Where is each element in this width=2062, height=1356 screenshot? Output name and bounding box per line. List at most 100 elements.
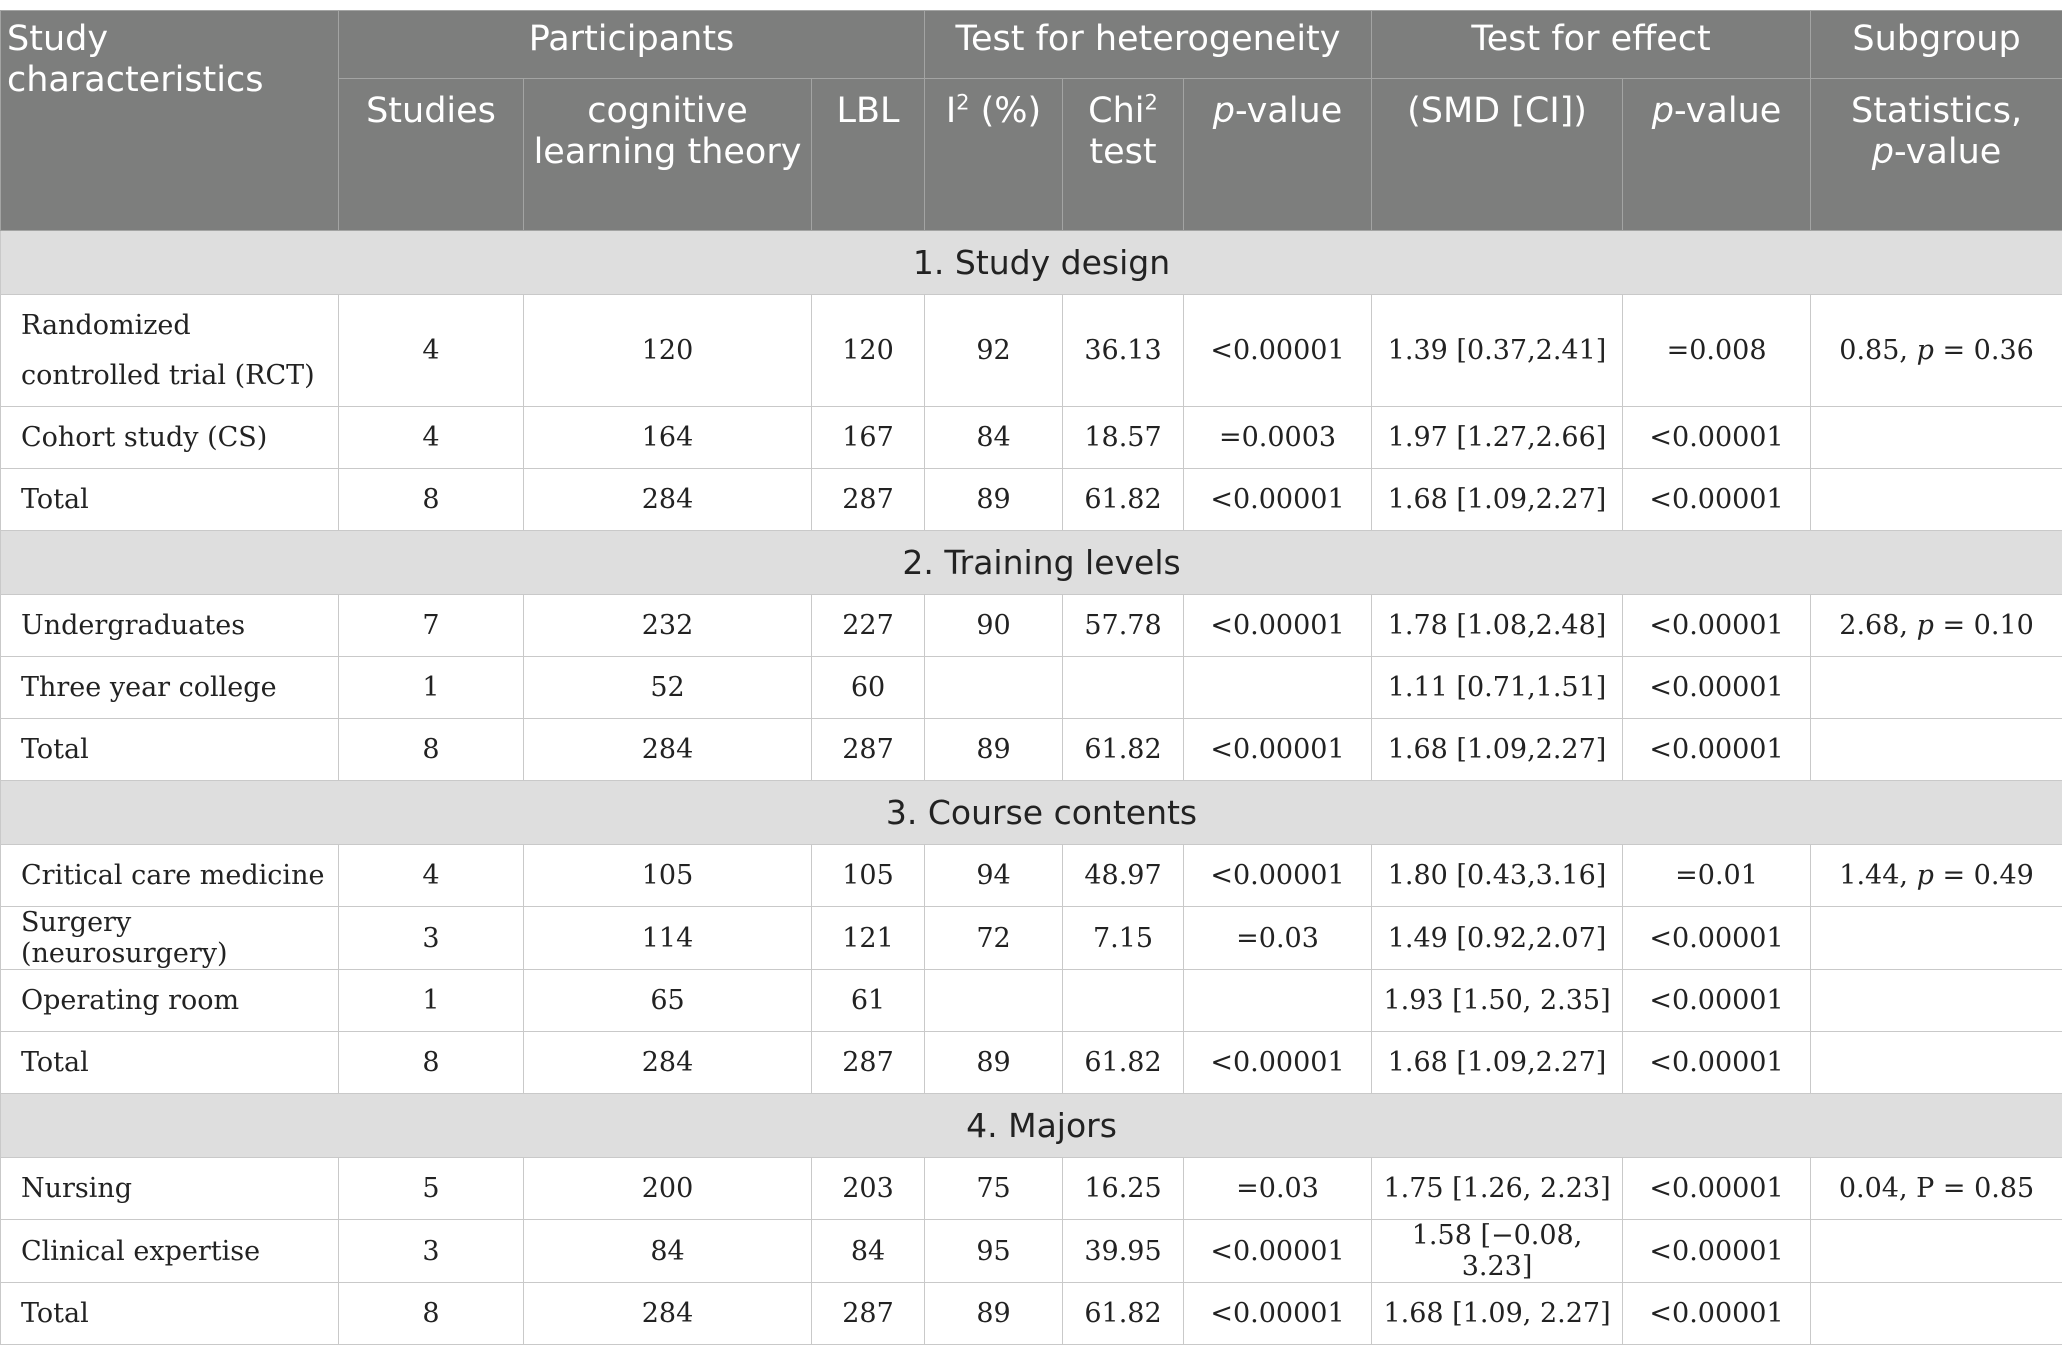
lbl-cell: 287 [810,1282,926,1345]
chi2-cell: 39.95 [1062,1219,1185,1283]
p-effect-cell: <0.00001 [1622,656,1812,719]
row-label: Randomized controlled trial (RCT) [0,294,339,407]
smd-cell: 1.49 [0.92,2.07] [1371,906,1624,970]
cognitive-cell: 284 [523,468,812,531]
table-row: Cohort study (CS) 4 164 167 84 18.57 =0.0003 1.… [0,406,2062,469]
table-row: Total 8 284 287 89 61.82 <0.00001 1.68 [1.09, 2… [0,1282,2062,1345]
table-header: Study characteristics Participants Test … [0,10,2062,231]
lbl-cell: 227 [810,594,926,657]
smd-cell: 1.39 [0.37,2.41] [1371,294,1624,407]
smd-cell: 1.80 [0.43,3.16] [1371,844,1624,907]
section-title: 1. Study design [0,230,2062,295]
header-smd-ci: (SMD [CI]) [1371,78,1624,231]
p-het-cell: <0.00001 [1183,1219,1373,1283]
p-het-cell [1183,656,1373,719]
lbl-cell: 287 [810,468,926,531]
row-label: Total [0,468,339,531]
row-label: Operating room [0,969,339,1032]
subgroup-cell [1810,468,2062,531]
table-row: Three year college 1 52 60 1.11 [0.71,1.51] <… [0,656,2062,719]
i2-cell: 94 [924,844,1064,907]
subgroup-cell [1810,406,2062,469]
lbl-cell: 120 [810,294,926,407]
smd-cell: 1.97 [1.27,2.66] [1371,406,1624,469]
p-effect-cell: =0.01 [1622,844,1812,907]
p-effect-cell: <0.00001 [1622,468,1812,531]
header-statistics-p-value: Statistics, p-value [1810,78,2062,231]
cognitive-cell: 120 [523,294,812,407]
smd-cell: 1.68 [1.09,2.27] [1371,1031,1624,1094]
studies-cell: 8 [338,718,524,781]
lbl-cell: 287 [810,1031,926,1094]
header-cognitive-learning-theory: cognitive learning theory [523,78,812,231]
cognitive-cell: 65 [523,969,812,1032]
row-label: Critical care medicine [0,844,339,907]
i2-cell: 89 [924,1282,1064,1345]
i2-cell [924,969,1064,1032]
table-row: Surgery (neurosurgery) 3 114 121 72 7.15 =0.03… [0,906,2062,970]
chi2-cell: 61.82 [1062,1282,1185,1345]
p-effect-cell: <0.00001 [1622,969,1812,1032]
studies-cell: 8 [338,1282,524,1345]
table-row: Total 8 284 287 89 61.82 <0.00001 1.68 [1.09,2.… [0,1031,2062,1094]
studies-cell: 1 [338,656,524,719]
p-effect-cell: <0.00001 [1622,718,1812,781]
lbl-cell: 167 [810,406,926,469]
table-body: 1. Study design Randomized controlled tri… [0,230,2062,1345]
i2-cell: 72 [924,906,1064,970]
p-effect-cell: <0.00001 [1622,906,1812,970]
smd-cell: 1.68 [1.09,2.27] [1371,718,1624,781]
smd-cell: 1.75 [1.26, 2.23] [1371,1157,1624,1220]
lbl-cell: 61 [810,969,926,1032]
header-study-characteristics: Study characteristics [0,10,339,231]
chi2-cell: 61.82 [1062,1031,1185,1094]
cognitive-cell: 232 [523,594,812,657]
studies-cell: 8 [338,1031,524,1094]
row-label: Clinical expertise [0,1219,339,1283]
subgroup-cell [1810,1219,2062,1283]
i2-cell: 90 [924,594,1064,657]
cognitive-cell: 284 [523,718,812,781]
smd-cell: 1.68 [1.09,2.27] [1371,468,1624,531]
header-lbl: LBL [810,78,926,231]
chi2-cell: 61.82 [1062,718,1185,781]
p-effect-cell: <0.00001 [1622,1219,1812,1283]
smd-cell: 1.11 [0.71,1.51] [1371,656,1624,719]
lbl-cell: 105 [810,844,926,907]
studies-cell: 4 [338,844,524,907]
subgroup-cell [1810,656,2062,719]
section-row: 4. Majors [0,1093,2062,1158]
chi2-cell: 18.57 [1062,406,1185,469]
subgroup-cell: 0.85, p = 0.36 [1810,294,2062,407]
subgroup-cell [1810,718,2062,781]
p-het-cell: <0.00001 [1183,1031,1373,1094]
i2-cell: 89 [924,1031,1064,1094]
p-effect-cell: <0.00001 [1622,1282,1812,1345]
header-studies: Studies [338,78,524,231]
subgroup-cell: 0.04, P = 0.85 [1810,1157,2062,1220]
cognitive-cell: 200 [523,1157,812,1220]
row-label: Surgery (neurosurgery) [0,906,339,970]
row-label: Total [0,1282,339,1345]
i2-cell: 89 [924,718,1064,781]
p-het-cell: =0.03 [1183,1157,1373,1220]
chi2-cell: 7.15 [1062,906,1185,970]
results-table: Study characteristics Participants Test … [0,10,2062,1345]
p-effect-cell: <0.00001 [1622,1031,1812,1094]
header-p-value-heterogeneity: p-value [1183,78,1373,231]
table-row: Critical care medicine 4 105 105 94 48.97 <0.0… [0,844,2062,907]
cognitive-cell: 105 [523,844,812,907]
p-het-cell: <0.00001 [1183,468,1373,531]
studies-cell: 4 [338,406,524,469]
subgroup-cell: 1.44, p = 0.49 [1810,844,2062,907]
studies-cell: 3 [338,906,524,970]
header-participants: Participants [337,10,926,79]
smd-cell: 1.78 [1.08,2.48] [1371,594,1624,657]
header-heterogeneity: Test for heterogeneity [924,10,1373,79]
subgroup-cell [1810,969,2062,1032]
p-effect-cell: <0.00001 [1622,1157,1812,1220]
p-het-cell [1183,969,1373,1032]
i2-cell: 89 [924,468,1064,531]
smd-cell: 1.68 [1.09, 2.27] [1371,1282,1624,1345]
studies-cell: 7 [338,594,524,657]
